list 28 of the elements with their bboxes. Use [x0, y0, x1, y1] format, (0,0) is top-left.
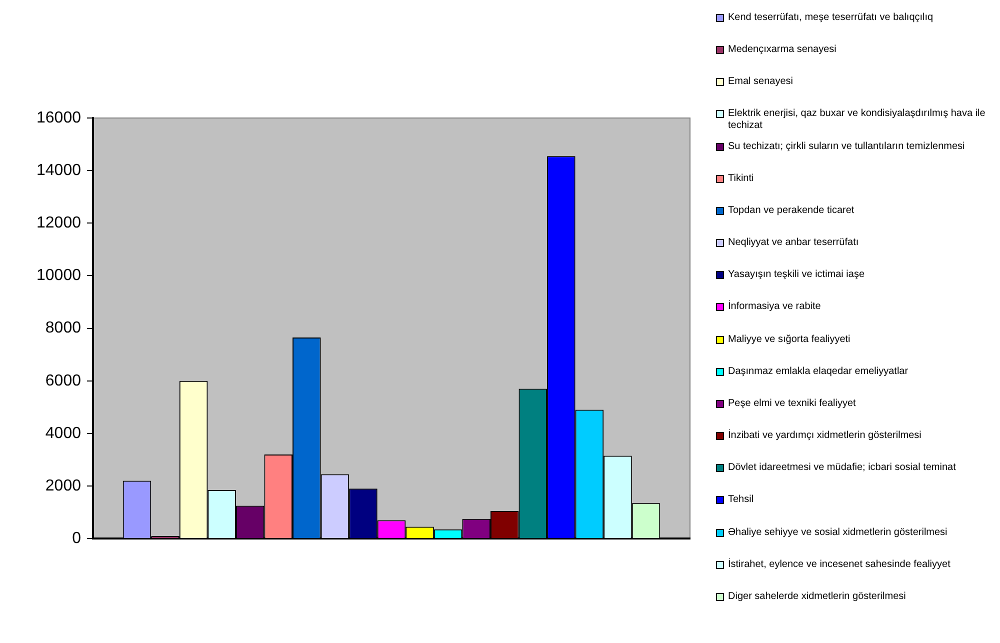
- y-tick-label: 16000: [36, 109, 82, 126]
- legend-label: Dövlet idareetmesi ve müdafie; icbari sosial teminat: [728, 462, 957, 474]
- legend-label: Kend teserrüfatı, meşe teserrüfatı ve balıqçılıq: [728, 12, 934, 24]
- legend-label: Diger sahelerde xidmetlerin gösterilmesi: [728, 590, 907, 603]
- legend-label: Emal senayesi: [728, 76, 794, 88]
- y-tick-label: 10000: [36, 267, 82, 284]
- y-tick-label: 4000: [45, 424, 82, 442]
- legend-label: Medençıxarma senayesi: [728, 44, 838, 56]
- legend-label: Tehsil: [728, 494, 755, 506]
- legend-label: Elektrik enerjisi, qaz buxar ve kondisiyalaşdırılmış hava ile techizat: [728, 108, 986, 132]
- legend-label: İnzibati ve yardımçı xidmetlerin gösterilmesi: [728, 430, 922, 442]
- y-tick-label: 14000: [36, 162, 82, 179]
- y-tick-label: 2000: [45, 477, 82, 494]
- legend-label: Neqliyyat ve anbar teserrüfatı: [728, 237, 860, 250]
- y-tick-label: 12000: [36, 214, 82, 232]
- legend-label: Maliyye ve sığorta fealiyyeti: [728, 334, 852, 346]
- y-tick-label: 6000: [45, 372, 82, 390]
- legend-label: İnformasiya ve rabite: [728, 301, 822, 314]
- y-tick-label: 8000: [45, 320, 82, 337]
- legend-label: Əhaliye sehiyye ve sosial xidmetlerin gösterilmesi: [728, 526, 948, 538]
- y-tick-label: 0: [72, 530, 82, 548]
- legend-label: İstirahet, eylence ve incesenet sahesinde fealiyyet: [728, 558, 952, 571]
- legend-label: Su techizatı; çirkli suların ve tullantıların temizlenmesi: [728, 140, 966, 153]
- legend-label: Tikinti: [728, 172, 755, 185]
- legend-label: Peşe elmi ve texniki fealiyyet: [728, 398, 857, 410]
- legend-label: Topdan ve perakende ticaret: [728, 204, 856, 217]
- legend-label: Yasayışın teşkili ve ictimai iaşe: [728, 269, 866, 282]
- legend-label: Daşınmaz emlakla elaqedar emeliyyatlar: [728, 366, 910, 378]
